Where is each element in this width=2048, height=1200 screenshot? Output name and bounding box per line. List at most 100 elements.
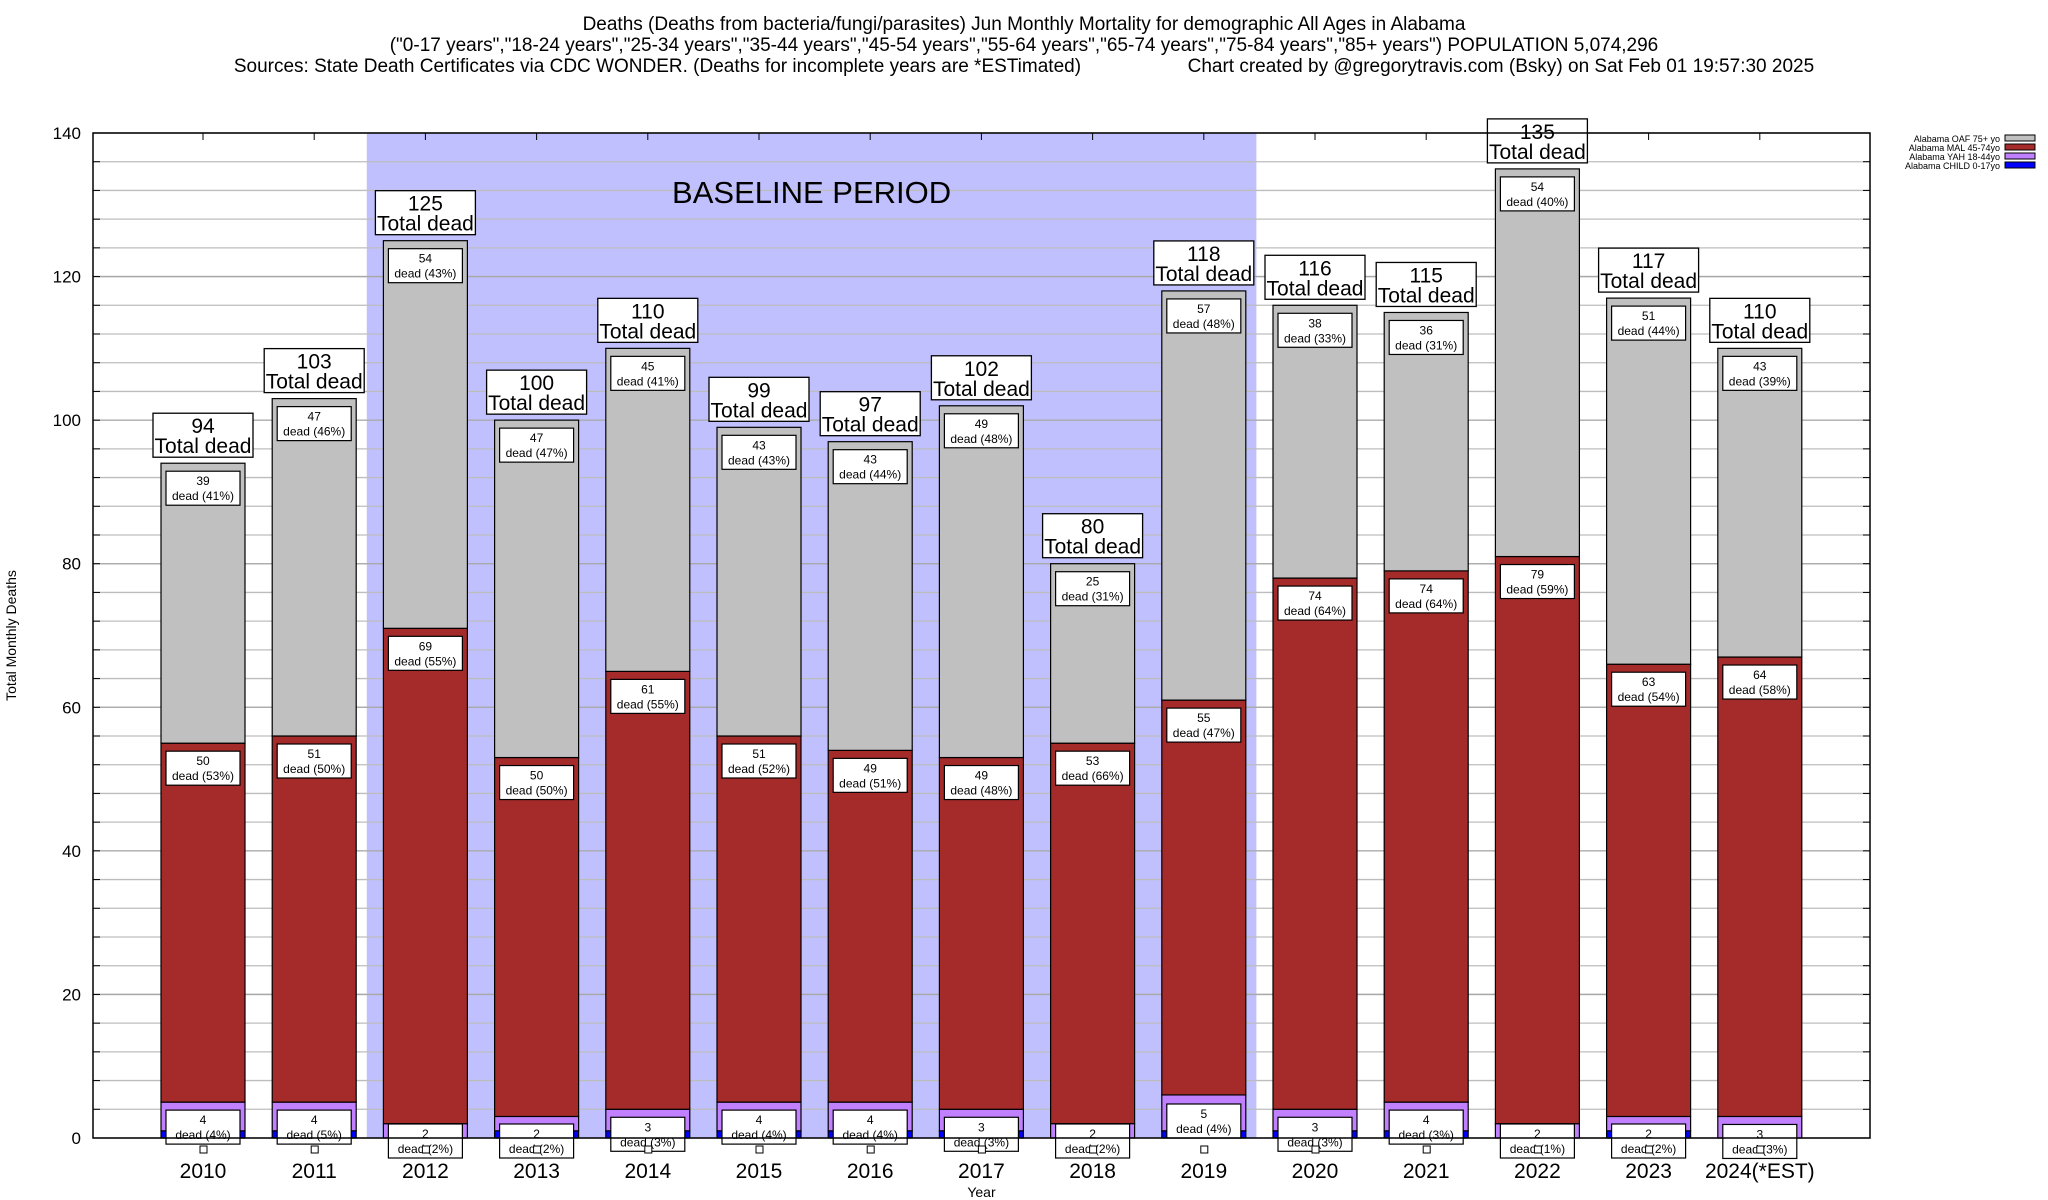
x-tick-label: 2018 (1069, 1160, 1116, 1183)
bar-segment-alabama-mal-45-74yo (605, 670, 691, 1110)
bar-segment-alabama-mal-45-74yo (494, 756, 580, 1118)
segment-label-value: 4 (867, 1113, 874, 1127)
legend-label: Alabama MAL 45-74yo (1909, 143, 2000, 153)
segment-label-box (387, 635, 463, 671)
segment-label-value: 3 (1756, 1127, 1763, 1141)
segment-label-value: 2 (533, 1127, 540, 1141)
y-tick-label: 20 (62, 985, 81, 1004)
segment-label-box (165, 750, 241, 786)
segment-label-box (1054, 571, 1131, 607)
child-marker (1089, 1145, 1098, 1154)
bar-segment-alabama-oaf-75-yo (271, 398, 357, 737)
y-tick-label: 100 (53, 411, 81, 430)
segment-label-percent: dead (48%) (950, 432, 1012, 446)
segment-label-box (1722, 355, 1798, 391)
bar-segment-alabama-oaf-75-yo (827, 441, 913, 751)
x-tick-label: 2016 (847, 1160, 894, 1183)
bar-segment-alabama-mal-45-74yo (716, 735, 802, 1103)
bar-segment-alabama-oaf-75-yo (716, 426, 802, 737)
segment-label-percent: dead (54%) (1618, 690, 1680, 704)
total-label-box (152, 412, 254, 458)
y-tick-label: 40 (62, 842, 81, 861)
x-tick-label: 2015 (736, 1160, 783, 1183)
segment-label-value: 2 (1645, 1127, 1652, 1141)
segment-label-percent: dead (48%) (950, 784, 1012, 798)
child-marker (310, 1145, 319, 1154)
segment-label-percent: dead (64%) (1395, 597, 1457, 611)
segment-label-value: 4 (311, 1113, 318, 1127)
total-label-value: 110 (1743, 300, 1776, 323)
segment-label-percent: dead (52%) (728, 762, 790, 776)
segment-label-box (1054, 750, 1131, 786)
segment-label-value: 2 (1534, 1127, 1541, 1141)
total-label-box (1709, 297, 1811, 344)
total-label-text: Total dead (1711, 320, 1808, 343)
plot-frame (92, 132, 1871, 1139)
total-label-value: 118 (1187, 243, 1220, 266)
legend-swatch (2004, 161, 2036, 169)
segment-label-box (943, 764, 1020, 801)
total-label-text: Total dead (711, 399, 808, 422)
bar-segment-alabama-mal-45-74yo (1494, 555, 1581, 1125)
segment-label-percent: dead (48%) (1173, 317, 1235, 331)
x-tick-label: 2014 (624, 1160, 671, 1183)
segment-label-percent: dead (50%) (506, 784, 568, 798)
segment-label-percent: dead (59%) (1506, 583, 1568, 597)
segment-label-value: 2 (1089, 1127, 1096, 1141)
bar-segment-alabama-mal-45-74yo (1605, 663, 1692, 1118)
segment-label-box (832, 757, 908, 793)
child-marker (1533, 1145, 1542, 1154)
segment-label-box (832, 449, 908, 485)
total-label-text: Total dead (377, 213, 474, 236)
total-label-text: Total dead (1155, 263, 1252, 286)
segment-label-value: 2 (422, 1127, 429, 1141)
bar-segment-alabama-mal-45-74yo (1272, 577, 1358, 1110)
legend-label: Alabama CHILD 0-17yo (1905, 161, 2000, 171)
segment-label-value: 25 (1086, 575, 1100, 589)
segment-label-value: 55 (1197, 711, 1211, 725)
segment-label-value: 61 (641, 682, 655, 696)
total-label-value: 102 (964, 358, 999, 381)
total-label-value: 116 (1298, 257, 1331, 280)
bar-segment-alabama-oaf-75-yo (160, 462, 246, 744)
segment-label-percent: dead (4%) (1176, 1122, 1231, 1136)
segment-label-value: 3 (978, 1120, 985, 1134)
total-label-box (1153, 240, 1255, 286)
segment-label-value: 50 (196, 754, 210, 768)
segment-label-box (276, 743, 352, 779)
total-label-text: Total dead (822, 414, 919, 437)
segment-label-value: 43 (752, 438, 766, 452)
bar-segment-alabama-mal-45-74yo (1049, 742, 1136, 1125)
segment-label-value: 54 (419, 252, 433, 266)
total-label-box (485, 369, 588, 415)
segment-label-value: 54 (1531, 180, 1545, 194)
legend-swatch (2004, 143, 2036, 151)
total-label-text: Total dead (1489, 141, 1586, 164)
y-tick-label: 140 (53, 124, 81, 143)
segment-label-value: 74 (1420, 582, 1434, 596)
segment-label-percent: dead (4%) (843, 1128, 898, 1142)
total-label-value: 100 (519, 372, 554, 395)
bar-segment-alabama-oaf-75-yo (1383, 311, 1469, 572)
bar-segment-alabama-oaf-75-yo (1605, 297, 1692, 665)
segment-label-percent: dead (41%) (617, 374, 679, 388)
segment-label-percent: dead (31%) (1395, 338, 1457, 352)
segment-label-value: 49 (975, 769, 989, 783)
total-label-text: Total dead (599, 320, 696, 343)
total-label-text: Total dead (266, 371, 363, 394)
segment-label-value: 69 (419, 639, 433, 653)
segment-label-value: 39 (196, 474, 210, 488)
segment-label-value: 36 (1420, 323, 1434, 337)
bar-segment-alabama-oaf-75-yo (1494, 168, 1581, 558)
total-label-text: Total dead (488, 392, 585, 415)
child-marker (644, 1145, 653, 1154)
child-marker (1645, 1145, 1654, 1154)
segment-label-box (276, 406, 352, 442)
child-marker (1756, 1145, 1765, 1154)
total-label-value: 117 (1632, 250, 1665, 273)
total-label-value: 103 (297, 351, 332, 374)
child-marker (755, 1145, 764, 1154)
bar-segment-alabama-mal-45-74yo (1717, 656, 1803, 1118)
bar-segment-alabama-oaf-75-yo (938, 405, 1025, 759)
